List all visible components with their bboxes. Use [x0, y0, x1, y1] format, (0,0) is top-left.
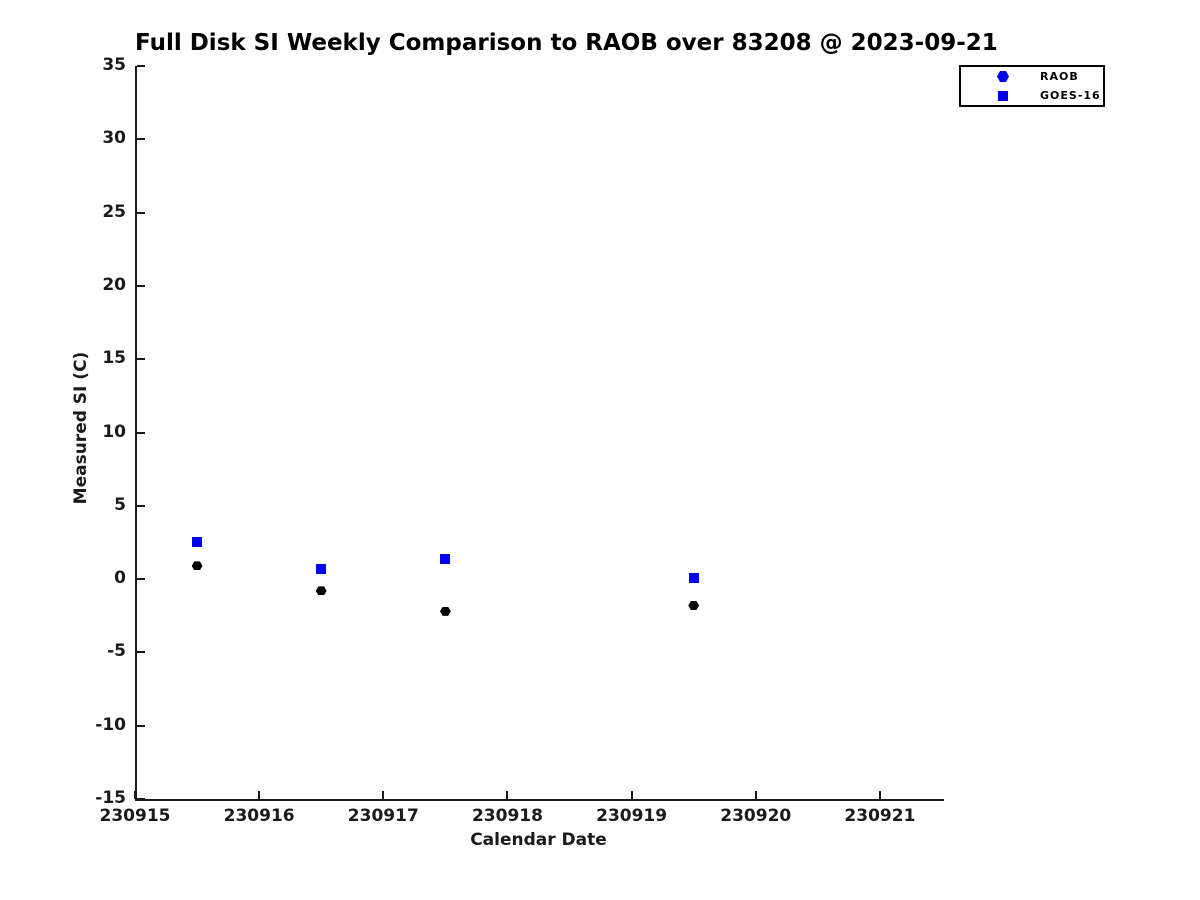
x-tick-label: 230920: [720, 806, 792, 826]
x-tick-label: 230917: [347, 806, 419, 826]
y-tick-label: -10: [95, 714, 126, 735]
legend-marker-wrap: [997, 71, 1009, 82]
y-tick: [137, 798, 145, 800]
x-tick: [382, 791, 385, 799]
plot-area: [135, 66, 944, 801]
x-tick: [878, 791, 881, 799]
y-tick: [137, 138, 145, 141]
legend-row-raob: RAOB: [961, 68, 1103, 85]
legend: RAOB GOES-16: [959, 65, 1105, 107]
y-tick: [137, 578, 145, 581]
data-point-raob: [688, 600, 700, 610]
x-tick: [134, 791, 136, 799]
legend-row-goes-16: GOES-16: [961, 87, 1103, 104]
data-point-goes-16: [192, 537, 203, 548]
y-tick-label: -15: [95, 788, 126, 808]
data-point-raob: [439, 606, 451, 616]
y-tick: [137, 724, 145, 727]
y-tick-label: 0: [114, 568, 126, 589]
chart-title: Full Disk SI Weekly Comparison to RAOB o…: [135, 30, 998, 56]
y-tick-label: -5: [107, 641, 126, 662]
y-tick: [137, 651, 145, 654]
goes-16-square-icon: [998, 90, 1008, 101]
data-point-raob: [191, 561, 203, 571]
y-tick-label: 30: [102, 128, 126, 149]
y-tick-label: 20: [102, 274, 126, 295]
y-tick: [137, 284, 145, 287]
y-tick-label: 35: [102, 55, 126, 75]
y-tick: [137, 431, 145, 434]
y-axis-label: Measured SI (C): [71, 351, 91, 505]
data-point-goes-16: [316, 563, 327, 574]
data-point-goes-16: [688, 572, 699, 583]
x-axis-label: Calendar Date: [470, 830, 607, 850]
x-tick-label: 230916: [223, 806, 295, 826]
x-tick-label: 230918: [471, 806, 543, 826]
legend-label-goes-16: GOES-16: [1040, 89, 1101, 102]
y-tick: [137, 65, 145, 67]
x-tick-label: 230919: [596, 806, 668, 826]
y-tick-label: 15: [102, 348, 126, 369]
x-tick: [258, 791, 261, 799]
x-tick: [630, 791, 633, 799]
x-tick: [754, 791, 757, 799]
y-tick: [137, 504, 145, 507]
y-tick-label: 10: [102, 421, 126, 442]
y-tick-label: 5: [114, 494, 126, 515]
data-point-raob: [315, 586, 327, 596]
y-tick: [137, 211, 145, 214]
y-tick-label: 25: [102, 201, 126, 222]
y-tick: [137, 358, 145, 361]
legend-marker-wrap: [997, 90, 1009, 101]
legend-label-raob: RAOB: [1040, 70, 1079, 83]
x-tick: [506, 791, 509, 799]
x-tick-label: 230915: [99, 806, 171, 826]
x-tick-label: 230921: [844, 806, 916, 826]
raob-hexagon-icon: [997, 71, 1009, 82]
data-point-goes-16: [440, 553, 451, 564]
